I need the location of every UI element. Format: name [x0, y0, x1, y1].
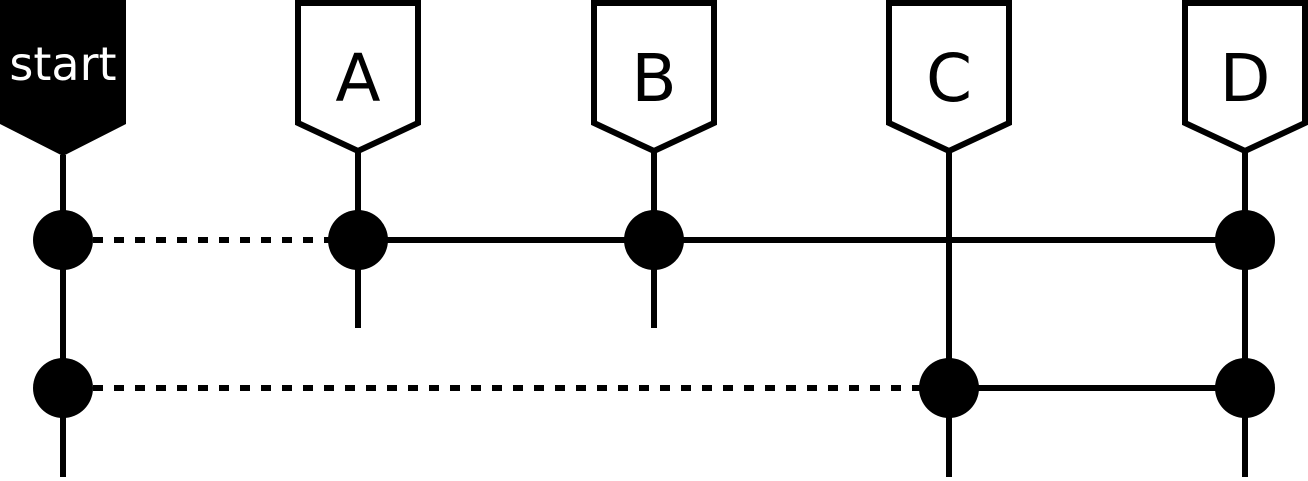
node-a-shape [295, 0, 421, 155]
dot-row1-a [328, 210, 388, 270]
node-a: A [295, 0, 421, 155]
lifelines [60, 151, 1248, 477]
node-d-label: D [1220, 40, 1271, 117]
node-d-shape [1182, 0, 1308, 155]
dot-row1-b [624, 210, 684, 270]
dot-row2-d [1215, 358, 1275, 418]
node-c-shape [886, 0, 1012, 155]
dot-row1-d [1215, 210, 1275, 270]
node-b-label: B [631, 40, 676, 117]
dot-row2-c [919, 358, 979, 418]
start-node-label: start [9, 37, 116, 91]
start-node-shape [0, 0, 126, 156]
junction-dots [33, 210, 1275, 418]
node-c-label: C [926, 40, 972, 117]
node-b: B [591, 0, 717, 155]
dot-row1-start [33, 210, 93, 270]
node-c: C [886, 0, 1012, 155]
dot-row2-start [33, 358, 93, 418]
node-b-shape [591, 0, 717, 155]
start-node: start [0, 0, 126, 156]
node-a-label: A [335, 40, 380, 117]
node-d: D [1182, 0, 1308, 155]
